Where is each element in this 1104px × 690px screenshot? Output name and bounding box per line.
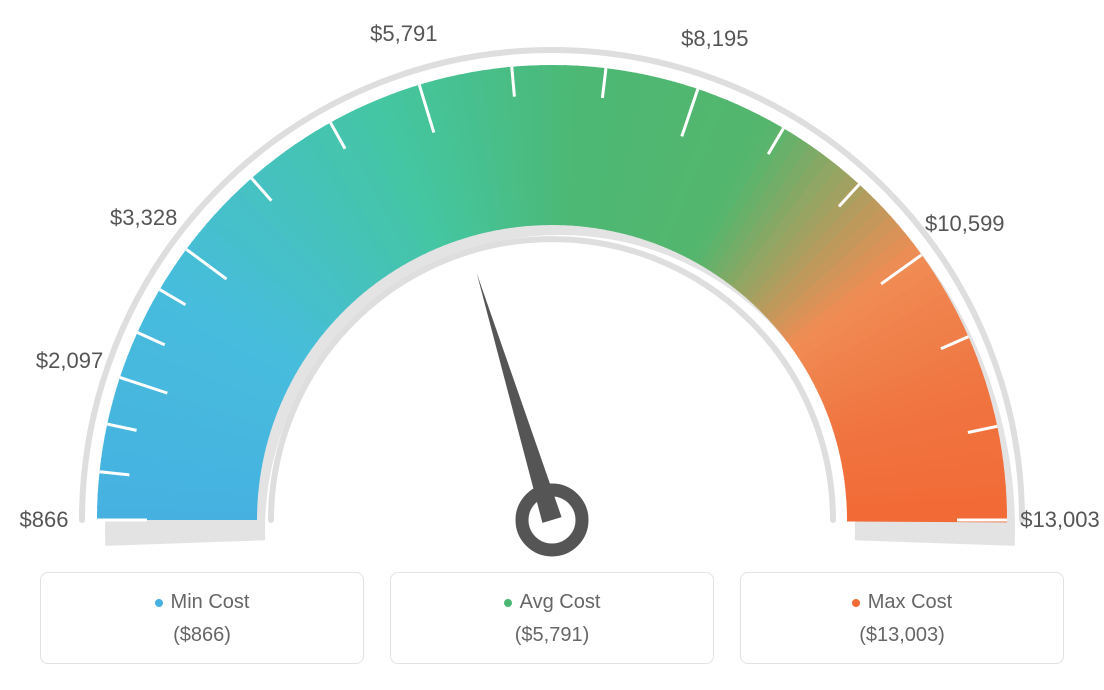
gauge-tick-label: $866 (20, 507, 69, 533)
legend-title-row: Min Cost (51, 591, 353, 614)
gauge-tick-label: $5,791 (370, 21, 437, 47)
legend-value-avg: ($5,791) (401, 624, 703, 647)
cost-gauge-infographic: $866 $2,097 $3,328 $5,791 $8,195 $10,599 $13,0… (0, 0, 1104, 690)
legend-label-min: Min Cost (171, 591, 250, 614)
legend-value-max: ($13,003) (751, 624, 1053, 647)
gauge-tick-label: $8,195 (681, 26, 748, 52)
gauge-tick-label: $2,097 (36, 348, 103, 374)
legend-title-row: Max Cost (751, 591, 1053, 614)
gauge-area: $866 $2,097 $3,328 $5,791 $8,195 $10,599 $13,0… (0, 0, 1104, 560)
gauge-tick-label: $10,599 (925, 211, 1005, 237)
legend-dot-avg (504, 599, 512, 607)
legend-row: Min Cost ($866) Avg Cost ($5,791) Max Co… (40, 572, 1064, 664)
legend-label-avg: Avg Cost (520, 591, 601, 614)
legend-dot-max (852, 599, 860, 607)
legend-dot-min (155, 599, 163, 607)
legend-card-avg: Avg Cost ($5,791) (390, 572, 714, 664)
legend-value-min: ($866) (51, 624, 353, 647)
legend-title-row: Avg Cost (401, 591, 703, 614)
legend-label-max: Max Cost (868, 591, 952, 614)
gauge-tick-label: $3,328 (110, 205, 177, 231)
legend-card-min: Min Cost ($866) (40, 572, 364, 664)
gauge-svg (0, 0, 1104, 560)
legend-card-max: Max Cost ($13,003) (740, 572, 1064, 664)
gauge-tick-label: $13,003 (1020, 507, 1100, 533)
